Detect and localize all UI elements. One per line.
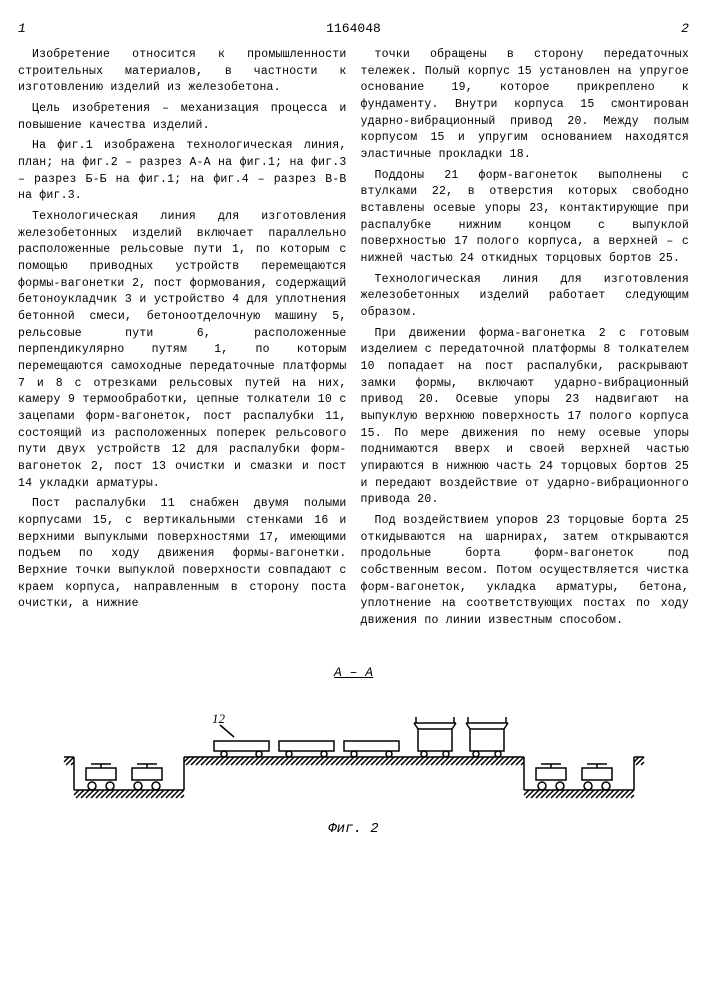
paragraph: Изобретение относится к промышленности с… bbox=[18, 47, 347, 97]
paragraph: точки обращены в сторону передаточных те… bbox=[361, 47, 690, 164]
figure-diagram: 12 bbox=[54, 695, 654, 815]
left-column-number: 1 bbox=[18, 20, 26, 39]
right-column: точки обращены в сторону передаточных те… bbox=[361, 47, 690, 634]
paragraph: Под воздействием упоров 23 торцовые борт… bbox=[361, 513, 690, 630]
figure-section-label: А – А bbox=[334, 664, 373, 683]
figure-svg-container: 12 bbox=[18, 695, 689, 815]
paragraph: Пост распалубки 11 снабжен двумя полыми … bbox=[18, 496, 347, 613]
right-column-number: 2 bbox=[681, 20, 689, 39]
paragraph: Поддоны 21 форм-вагонеток выполнены с вт… bbox=[361, 168, 690, 268]
paragraph: Технологическая линия для изготовления ж… bbox=[18, 209, 347, 492]
figure-area: А – А 12 Фиг. 2 bbox=[18, 664, 689, 839]
text-columns: Изобретение относится к промышленности с… bbox=[18, 47, 689, 634]
paragraph: На фиг.1 изображена технологическая лини… bbox=[18, 138, 347, 205]
paragraph: Технологическая линия для изготовления ж… bbox=[361, 272, 690, 322]
svg-text:12: 12 bbox=[212, 711, 226, 726]
left-column: Изобретение относится к промышленности с… bbox=[18, 47, 347, 634]
header-row: 1 1164048 2 bbox=[18, 20, 689, 39]
paragraph: Цель изобретения – механизация процесса … bbox=[18, 101, 347, 134]
paragraph: При движении форма-вагонетка 2 с готовым… bbox=[361, 326, 690, 509]
document-number: 1164048 bbox=[326, 20, 381, 39]
figure-caption: Фиг. 2 bbox=[18, 819, 689, 839]
